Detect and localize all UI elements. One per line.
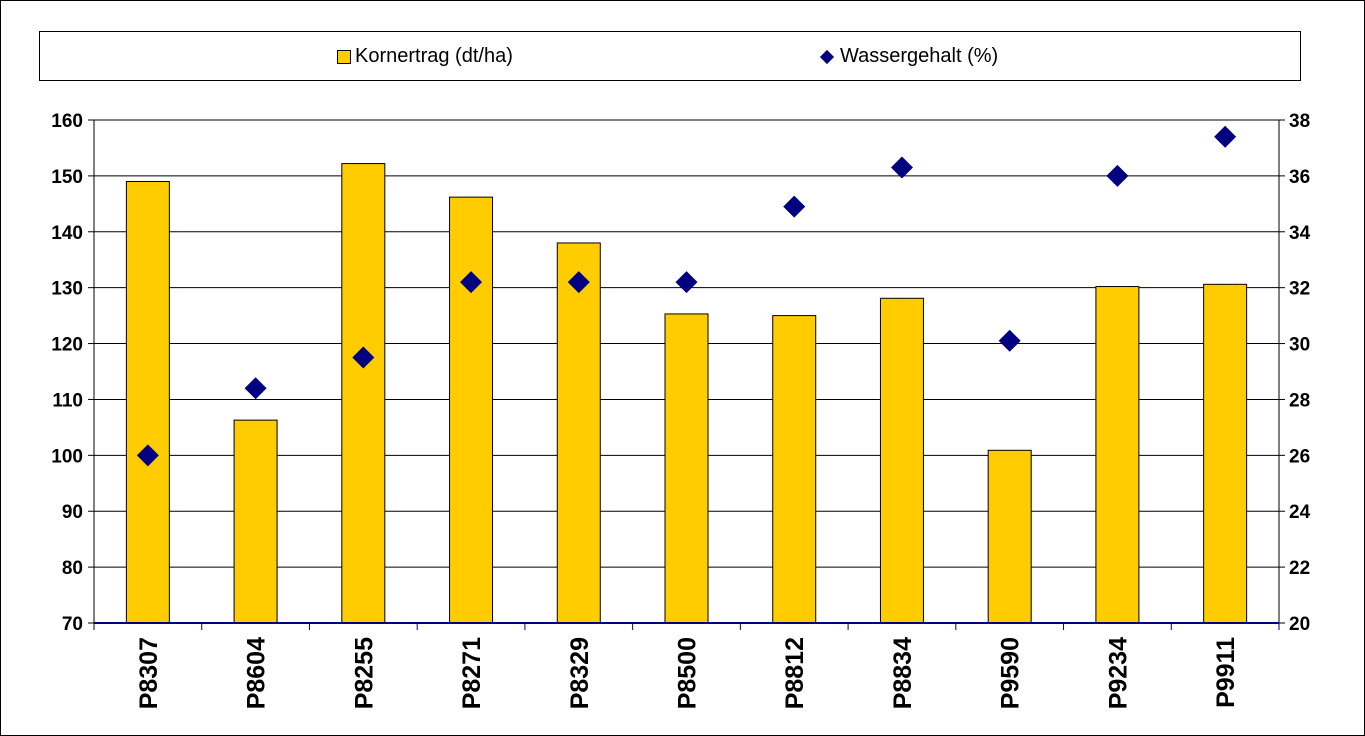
right-tick-label: 30 xyxy=(1289,335,1310,356)
bar xyxy=(987,449,1032,624)
right-tick-label: 28 xyxy=(1289,390,1310,411)
legend-label-kornertrag: Kornertrag (dt/ha) xyxy=(355,45,513,67)
bar xyxy=(125,180,170,624)
right-tick-label: 36 xyxy=(1289,167,1310,188)
left-tick-label: 140 xyxy=(51,223,83,244)
bar xyxy=(1095,286,1140,624)
legend-label-wassergehalt: Wassergehalt (%) xyxy=(840,45,999,67)
category-label: P8500 xyxy=(674,637,702,709)
data-point-diamond xyxy=(1214,125,1237,148)
data-point-diamond xyxy=(890,156,913,179)
legend-item-wassergehalt: Wassergehalt (%) xyxy=(819,45,999,68)
data-point-diamond xyxy=(675,271,698,294)
bar xyxy=(556,242,601,624)
bar xyxy=(341,163,386,624)
data-point-diamond xyxy=(998,329,1021,352)
left-tick-label: 150 xyxy=(51,167,83,188)
right-tick-label: 24 xyxy=(1289,502,1311,523)
category-label: P9590 xyxy=(997,637,1025,709)
right-tick-label: 38 xyxy=(1289,111,1310,132)
data-point-diamond xyxy=(783,195,806,218)
left-tick-label: 160 xyxy=(51,111,83,132)
right-tick-label: 34 xyxy=(1289,223,1311,244)
left-tick-label: 80 xyxy=(62,558,83,579)
left-tick-label: 110 xyxy=(52,390,83,411)
right-tick-label: 32 xyxy=(1289,279,1310,300)
bar xyxy=(233,419,278,624)
category-label: P8271 xyxy=(458,637,486,709)
bar xyxy=(772,315,817,624)
category-label: P9234 xyxy=(1104,637,1132,709)
category-label: P8834 xyxy=(889,637,917,709)
category-label: P8604 xyxy=(243,637,271,709)
right-tick-label: 22 xyxy=(1289,558,1310,579)
right-tick-label: 20 xyxy=(1289,614,1310,635)
legend-item-kornertrag: Kornertrag (dt/ha) xyxy=(337,45,513,68)
category-label: P8812 xyxy=(781,637,809,709)
data-point-diamond xyxy=(244,377,267,400)
category-label: P8329 xyxy=(566,637,594,709)
category-label: P8307 xyxy=(135,637,163,709)
category-label: P8255 xyxy=(350,637,378,709)
category-label: P9911 xyxy=(1212,637,1240,708)
bar xyxy=(1203,283,1248,624)
left-tick-label: 70 xyxy=(62,614,83,635)
data-point-diamond xyxy=(460,271,483,294)
bar xyxy=(664,313,709,624)
bar xyxy=(449,196,494,624)
data-point-diamond xyxy=(1106,164,1129,187)
data-point-diamond xyxy=(567,271,590,294)
bar xyxy=(879,297,924,624)
left-tick-label: 120 xyxy=(51,335,83,356)
right-tick-label: 26 xyxy=(1289,446,1310,467)
data-point-diamond xyxy=(136,444,159,467)
chart-legend: Kornertrag (dt/ha) Wassergehalt (%) xyxy=(39,31,1301,81)
left-tick-label: 100 xyxy=(51,446,83,467)
left-tick-label: 130 xyxy=(51,279,83,300)
data-point-diamond xyxy=(352,346,375,369)
legend-swatch-bar xyxy=(337,49,351,64)
left-tick-label: 90 xyxy=(62,502,83,523)
